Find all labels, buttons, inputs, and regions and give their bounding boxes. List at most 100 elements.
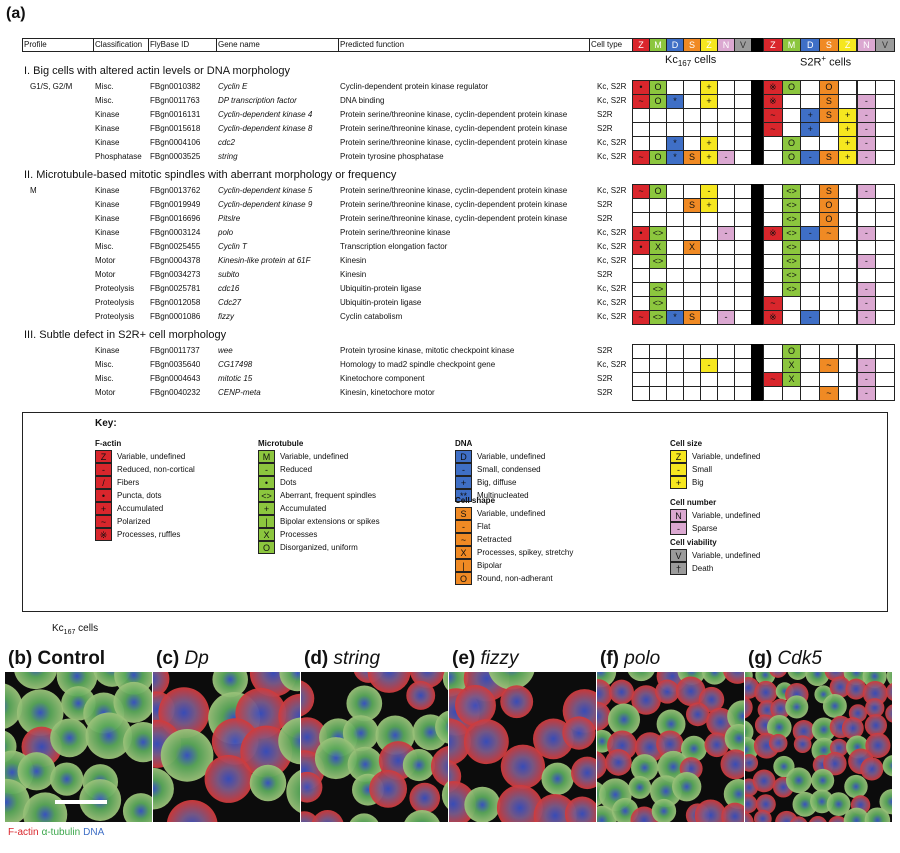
cell-type: Kc, S2R: [597, 256, 627, 265]
cell-image: [311, 809, 344, 822]
key-swatch: M: [258, 450, 275, 463]
key-swatch: -: [455, 520, 472, 533]
flybase-id: FBgn0034273: [150, 270, 201, 279]
key-label: Variable, undefined: [477, 509, 546, 518]
predicted-function: Kinesin: [340, 256, 367, 265]
header-cell: Classification: [95, 40, 143, 49]
cell-image: [455, 685, 496, 726]
cell-image: [672, 772, 702, 802]
key-swatch: V: [670, 549, 687, 562]
flybase-id: FBgn0003525: [150, 152, 201, 161]
cell-type: Kc, S2R: [597, 138, 627, 147]
key-frame: [22, 412, 888, 612]
stain-label: α-tubulin: [41, 827, 81, 838]
classification: Kinase: [95, 228, 120, 237]
cell-image: [123, 722, 152, 763]
cell-image: [767, 714, 792, 740]
key-label: Polarized: [117, 517, 151, 526]
flybase-id: FBgn0013762: [150, 186, 201, 195]
cell-image: [113, 681, 152, 723]
gene-name: mitotic 15: [218, 374, 253, 383]
classification: Kinase: [95, 346, 120, 355]
key-swatch: O: [455, 572, 472, 585]
classification: Motor: [95, 270, 116, 279]
key-label: Disorganized, uniform: [280, 543, 358, 552]
key-label: Bipolar extensions or spikes: [280, 517, 380, 526]
section-title: III. Subtle defect in S2R+ cell morpholo…: [24, 329, 227, 341]
key-swatch: Z: [670, 450, 687, 463]
panel-name: Cdk5: [777, 648, 822, 669]
profile: M: [30, 186, 37, 195]
predicted-function: Transcription elongation factor: [340, 242, 448, 251]
cell-image: [885, 704, 892, 723]
gene-name: polo: [218, 228, 234, 237]
cell-image: [656, 730, 684, 758]
key-label: Accumulated: [117, 504, 164, 513]
cell-image: [627, 672, 655, 682]
cell-image: [153, 672, 170, 698]
section-title: II. Microtubule-based mitotic spindles w…: [24, 169, 397, 181]
separator-bar: [751, 80, 763, 165]
panel-label: (g): [748, 648, 773, 669]
cell-image: [500, 744, 546, 789]
gene-name: CENP-meta: [218, 388, 261, 397]
classification: Motor: [95, 388, 116, 397]
flybase-id: FBgn0010382: [150, 82, 201, 91]
stain-label: DNA: [83, 827, 105, 838]
group-label: S2R+ cells: [800, 52, 851, 70]
cell-image: [301, 771, 323, 803]
header-cell: Profile: [24, 40, 47, 49]
cell-image: [597, 751, 607, 779]
cell-image: [562, 716, 596, 750]
cell-image: [702, 672, 728, 685]
cell-image: [680, 735, 707, 762]
cell-type: S2R: [597, 214, 613, 223]
panel-name: polo: [624, 648, 661, 669]
flybase-id: FBgn0025781: [150, 284, 201, 293]
key-swatch: X: [455, 546, 472, 559]
key-swatch: ~: [95, 515, 112, 528]
cell-image: [745, 754, 759, 772]
cell-image: [17, 752, 56, 791]
header-divider: [93, 38, 94, 52]
cell-image: [882, 755, 892, 777]
cell-image: [841, 717, 864, 740]
cell-image: [811, 717, 836, 742]
flybase-id: FBgn0003124: [150, 228, 201, 237]
predicted-function: Protein tyrosine kinase, mitotic checkpo…: [340, 346, 515, 355]
flybase-id: FBgn0004643: [150, 374, 201, 383]
cell-image: [862, 680, 888, 706]
key-swatch: -: [258, 463, 275, 476]
cell-image: [724, 723, 744, 753]
header-divider: [589, 38, 590, 52]
key-label: Multinucleated: [477, 491, 529, 500]
cell-image: [843, 807, 870, 822]
cell-image: [212, 672, 248, 698]
score-cell: +: [700, 150, 718, 165]
cell-image: [723, 672, 744, 684]
cell-image: [809, 816, 827, 822]
cell-type: Kc, S2R: [597, 186, 627, 195]
cell-image: [435, 710, 448, 744]
cell-image: [676, 676, 706, 706]
flybase-id: FBgn0004378: [150, 256, 201, 265]
cell-image: [571, 756, 596, 790]
key-title: Key:: [95, 418, 117, 429]
key-category: Cell size: [670, 439, 703, 448]
cell-image: [631, 754, 659, 782]
key-label: Fibers: [117, 478, 140, 487]
header-divider: [148, 38, 149, 52]
cell-image: [787, 672, 808, 680]
cell-type: S2R: [597, 346, 613, 355]
cell-image: [488, 672, 535, 690]
cell-type: S2R: [597, 110, 613, 119]
header-cell: Cell type: [591, 40, 623, 49]
predicted-function: Cyclin catabolism: [340, 312, 403, 321]
key-swatch: <>: [258, 489, 275, 502]
cell-type: Kc, S2R: [597, 96, 627, 105]
key-swatch: +: [95, 502, 112, 515]
key-label: Puncta, dots: [117, 491, 162, 500]
cell-image: [597, 679, 613, 709]
cell-image: [630, 806, 658, 822]
score-cell: [875, 310, 895, 325]
